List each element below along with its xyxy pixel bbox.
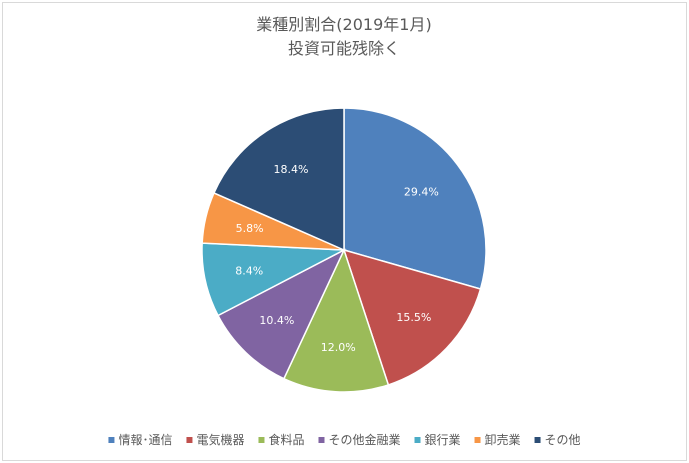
pie-slice <box>343 107 487 290</box>
data-label: 12.0% <box>321 341 356 354</box>
chart-title: 業種別割合(2019年1月) <box>256 15 431 34</box>
data-label: 18.4% <box>274 163 309 176</box>
legend-swatch <box>534 437 541 443</box>
pie-data-labels: 29.4% 15.5% 12.0% 10.4% 8.4% 5.8% 18.4% <box>235 163 439 354</box>
legend-label: その他 <box>545 433 581 447</box>
chart-subtitle: 投資可能残除く <box>288 39 400 58</box>
data-label: 15.5% <box>396 311 431 324</box>
pie-slice <box>342 248 482 386</box>
legend-label: 卸売業 <box>485 432 521 447</box>
pie-slice <box>282 247 390 393</box>
legend-label: 電気機器 <box>196 432 244 447</box>
legend-swatch <box>186 437 193 443</box>
legend-swatch <box>474 437 481 443</box>
legend-label: その他金融業 <box>328 432 400 447</box>
pie-slice <box>217 248 346 380</box>
legend-swatch <box>258 437 265 443</box>
data-label: 8.4% <box>235 265 263 278</box>
data-label: 10.4% <box>259 314 294 327</box>
legend-label: 食料品 <box>268 432 304 447</box>
pie-slice <box>212 107 345 252</box>
data-label: 29.4% <box>404 186 439 199</box>
pie-slices <box>201 107 487 393</box>
legend-swatch <box>108 437 115 443</box>
legend: 情報･通信 電気機器 食料品 その他金融業 銀行業 卸売業 その他 <box>108 432 581 447</box>
legend-label: 情報･通信 <box>118 433 172 447</box>
data-label: 5.8% <box>236 222 264 235</box>
pie-chart: 業種別割合(2019年1月) 投資可能残除く 29.4% 15.5% 12.0% 10… <box>108 15 581 447</box>
legend-label: 銀行業 <box>425 433 461 447</box>
legend-swatch <box>318 437 325 443</box>
legend-swatch <box>414 437 421 443</box>
